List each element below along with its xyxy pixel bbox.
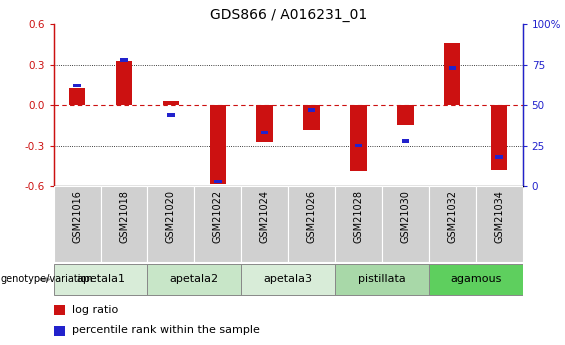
Bar bbox=[429, 186, 476, 262]
Text: GSM21020: GSM21020 bbox=[166, 190, 176, 243]
Text: pistillata: pistillata bbox=[358, 274, 406, 284]
Bar bbox=[214, 180, 221, 183]
Bar bbox=[382, 186, 429, 262]
Bar bbox=[163, 101, 179, 105]
Bar bbox=[429, 264, 523, 295]
Bar bbox=[350, 105, 367, 171]
Bar bbox=[54, 264, 147, 295]
Text: GSM21016: GSM21016 bbox=[72, 190, 82, 243]
Bar bbox=[303, 105, 320, 130]
Text: genotype/variation: genotype/variation bbox=[1, 275, 93, 284]
Bar bbox=[147, 264, 241, 295]
Bar bbox=[54, 326, 66, 336]
Bar bbox=[194, 186, 241, 262]
Bar bbox=[397, 105, 414, 126]
Bar bbox=[120, 58, 128, 61]
Text: GSM21022: GSM21022 bbox=[213, 190, 223, 243]
Bar bbox=[308, 108, 315, 112]
Bar bbox=[54, 186, 101, 262]
Text: apetala2: apetala2 bbox=[170, 274, 219, 284]
Text: GSM21026: GSM21026 bbox=[307, 190, 316, 243]
Bar bbox=[54, 305, 66, 315]
Bar bbox=[257, 105, 273, 142]
Bar bbox=[210, 105, 226, 184]
Title: GDS866 / A016231_01: GDS866 / A016231_01 bbox=[210, 8, 367, 22]
Text: apetala1: apetala1 bbox=[76, 274, 125, 284]
Bar bbox=[355, 144, 362, 147]
Bar bbox=[167, 113, 175, 117]
Bar bbox=[241, 264, 335, 295]
Bar bbox=[116, 61, 132, 105]
Bar bbox=[335, 186, 382, 262]
Bar bbox=[402, 139, 409, 142]
Bar bbox=[147, 186, 194, 262]
Bar bbox=[449, 66, 456, 70]
Text: GSM21028: GSM21028 bbox=[354, 190, 363, 243]
Text: log ratio: log ratio bbox=[72, 305, 119, 315]
Text: GSM21018: GSM21018 bbox=[119, 190, 129, 243]
Bar bbox=[496, 155, 503, 159]
Text: GSM21032: GSM21032 bbox=[447, 190, 457, 243]
Bar bbox=[444, 43, 460, 105]
Text: apetala3: apetala3 bbox=[264, 274, 312, 284]
Text: agamous: agamous bbox=[450, 274, 501, 284]
Bar bbox=[69, 88, 85, 105]
Text: GSM21034: GSM21034 bbox=[494, 190, 504, 243]
Bar bbox=[288, 186, 335, 262]
Bar bbox=[241, 186, 288, 262]
Bar bbox=[476, 186, 523, 262]
Text: GSM21030: GSM21030 bbox=[401, 190, 410, 243]
Text: percentile rank within the sample: percentile rank within the sample bbox=[72, 325, 260, 335]
Bar bbox=[261, 131, 268, 135]
Text: GSM21024: GSM21024 bbox=[260, 190, 270, 243]
Bar bbox=[335, 264, 429, 295]
Bar bbox=[101, 186, 147, 262]
Bar bbox=[73, 84, 81, 88]
Bar bbox=[491, 105, 507, 170]
